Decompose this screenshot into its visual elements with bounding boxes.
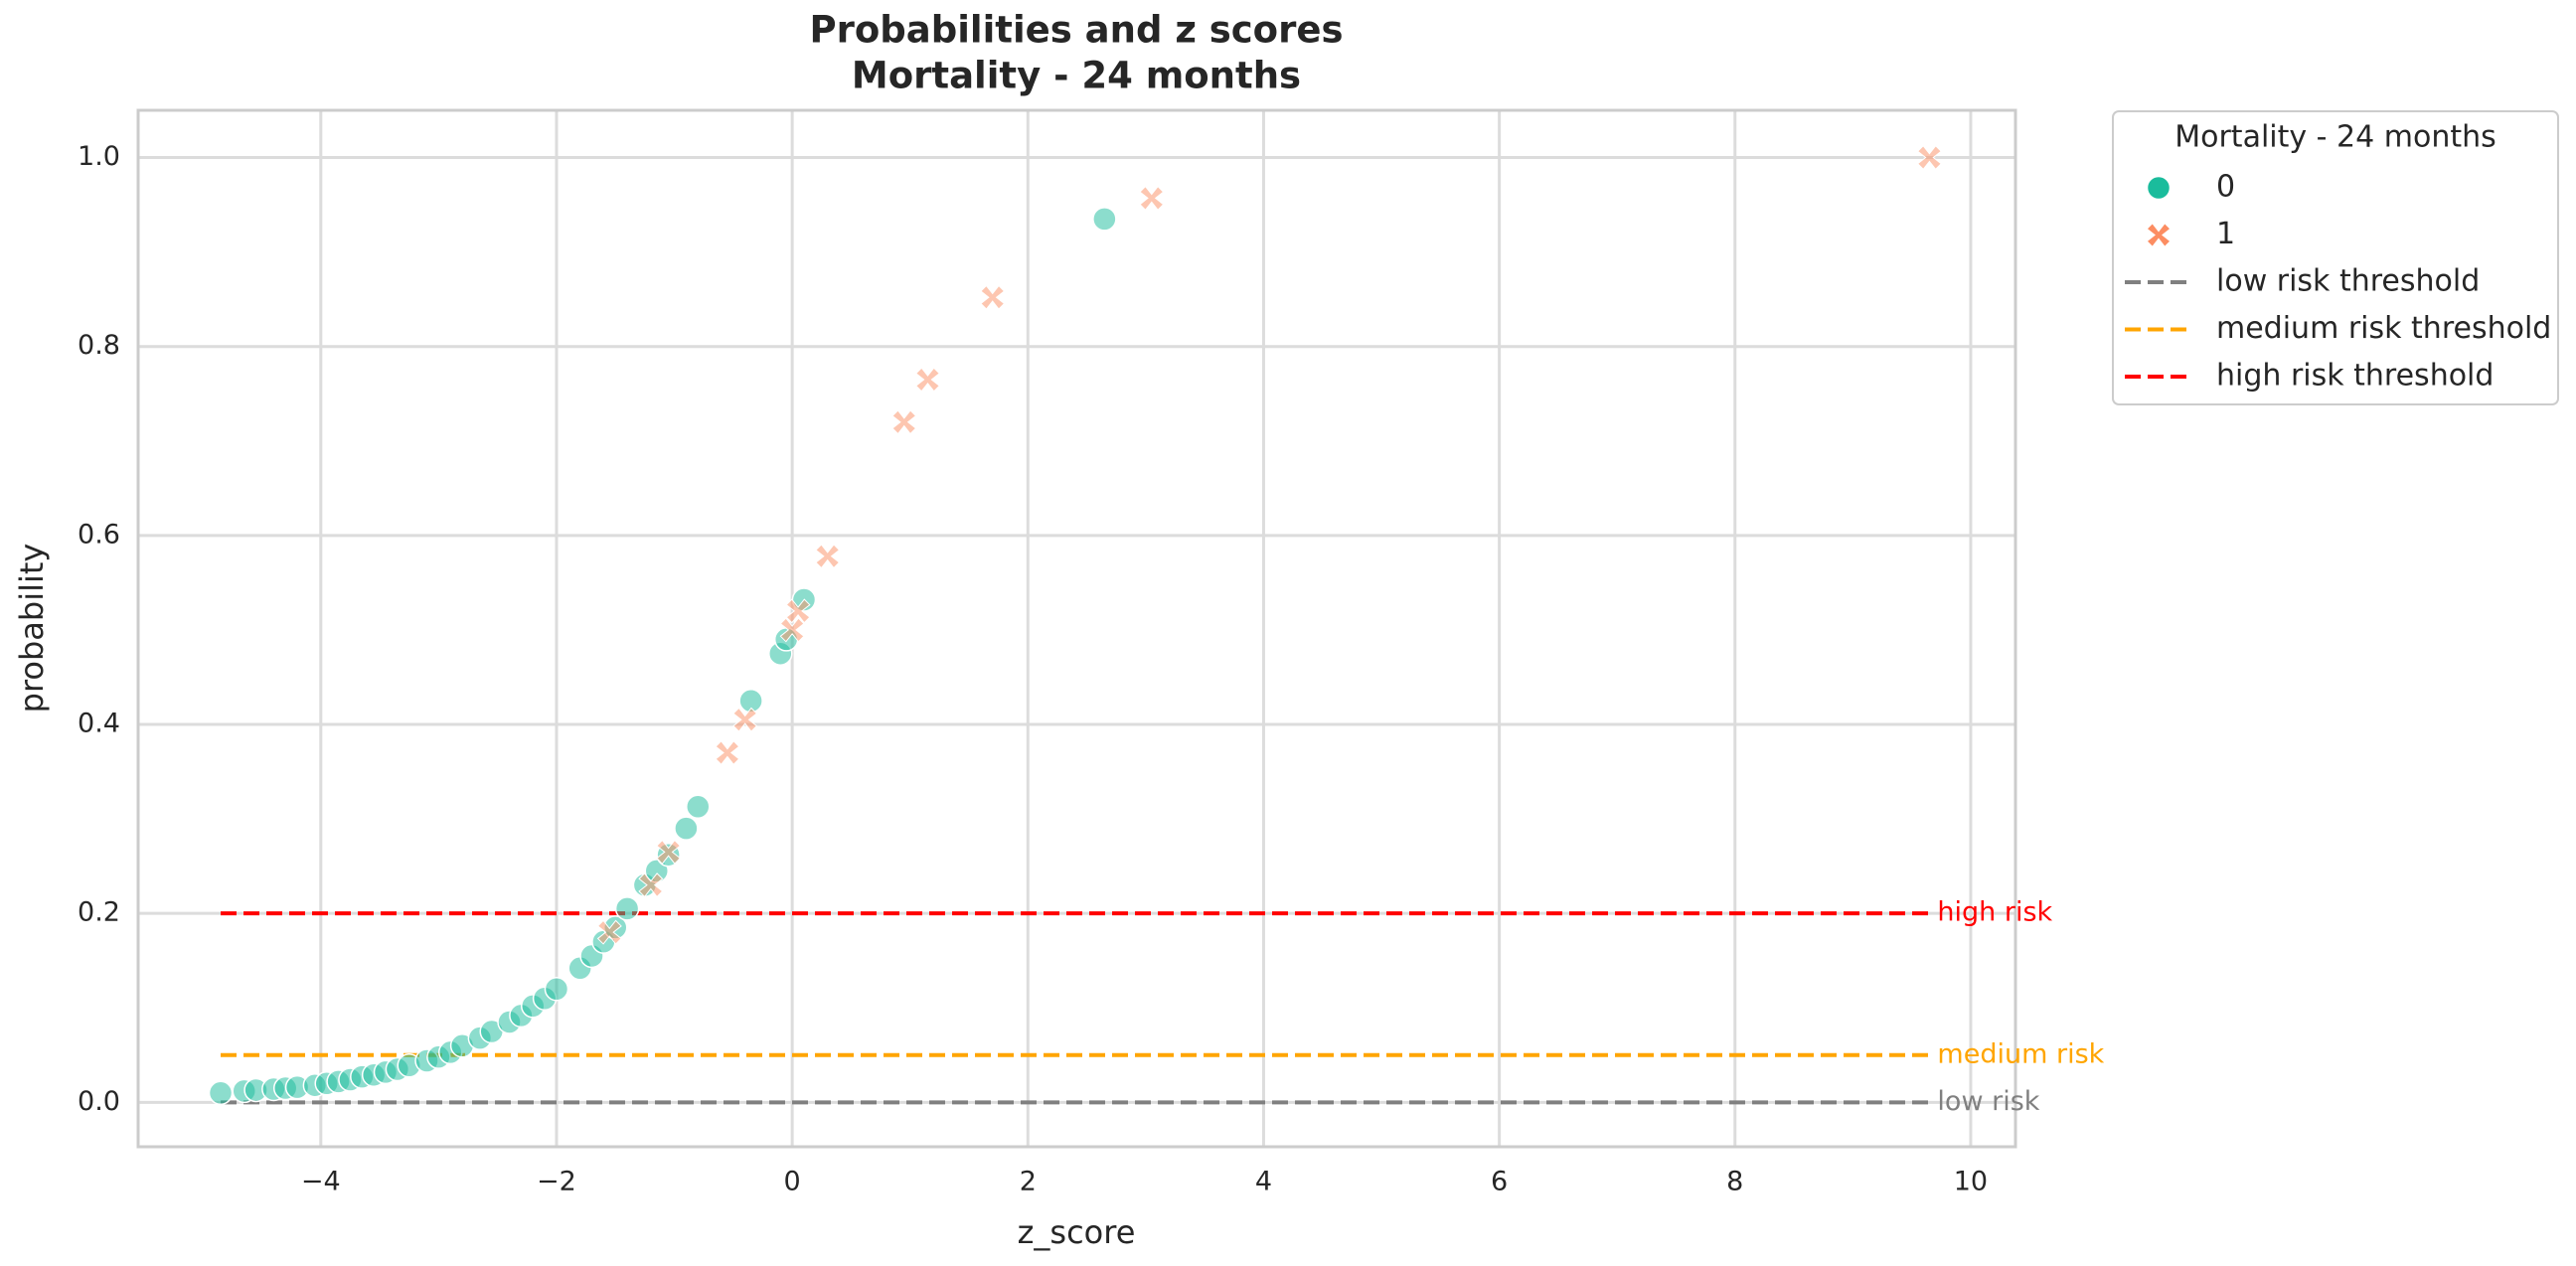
legend-box	[2112, 110, 2559, 405]
legend-label: medium risk threshold	[2216, 311, 2551, 346]
y-tick-label: 0.6	[78, 519, 120, 550]
data-point	[614, 896, 640, 921]
data-point	[656, 839, 682, 865]
y-tick-label: 0.8	[78, 330, 120, 361]
data-point	[779, 617, 805, 643]
y-axis-label: probability	[13, 544, 51, 713]
x-tick-label: 10	[1954, 1167, 1988, 1197]
threshold-label: low risk	[1937, 1086, 2039, 1117]
x-tick-label: 2	[1020, 1167, 1037, 1197]
legend-label: 0	[2216, 170, 2235, 205]
x-tick-label: −4	[301, 1167, 341, 1197]
legend-label: high risk threshold	[2216, 359, 2494, 394]
data-point	[891, 409, 917, 435]
plot-frame	[136, 108, 2017, 1149]
y-tick-label: 1.0	[78, 141, 120, 172]
x-axis-label: z_score	[1018, 1213, 1136, 1251]
x-tick-label: −2	[537, 1167, 576, 1197]
data-point	[638, 872, 664, 898]
data-point	[980, 284, 1006, 310]
data-point	[208, 1080, 234, 1106]
data-point	[732, 707, 758, 732]
chart-subtitle: Mortality - 24 months	[852, 55, 1301, 97]
data-point	[785, 598, 811, 624]
y-tick-label: 0.4	[78, 709, 120, 739]
data-point	[686, 794, 711, 819]
x-tick-label: 0	[784, 1167, 801, 1197]
x-tick-label: 6	[1491, 1167, 1508, 1197]
data-point	[596, 919, 622, 945]
x-tick-label: 8	[1726, 1167, 1743, 1197]
legend-title: Mortality - 24 months	[2174, 120, 2496, 155]
chart-title: Probabilities and z scores	[810, 9, 1344, 52]
x-tick-label: 4	[1255, 1167, 1272, 1197]
y-tick-label: 0.0	[78, 1086, 120, 1117]
data-point	[1092, 207, 1117, 232]
data-point	[544, 976, 569, 1002]
legend-marker	[2146, 222, 2172, 248]
data-point	[715, 740, 740, 766]
data-point	[914, 367, 940, 393]
threshold-label: high risk	[1937, 897, 2052, 928]
data-point	[1916, 145, 1942, 171]
legend-label: 1	[2216, 217, 2235, 251]
data-point	[815, 544, 841, 569]
data-point	[1139, 185, 1165, 211]
threshold-label: medium risk	[1937, 1038, 2104, 1069]
legend-marker	[2146, 175, 2172, 201]
legend-label: low risk threshold	[2216, 264, 2480, 299]
y-tick-label: 0.2	[78, 897, 120, 928]
data-point	[674, 816, 699, 841]
